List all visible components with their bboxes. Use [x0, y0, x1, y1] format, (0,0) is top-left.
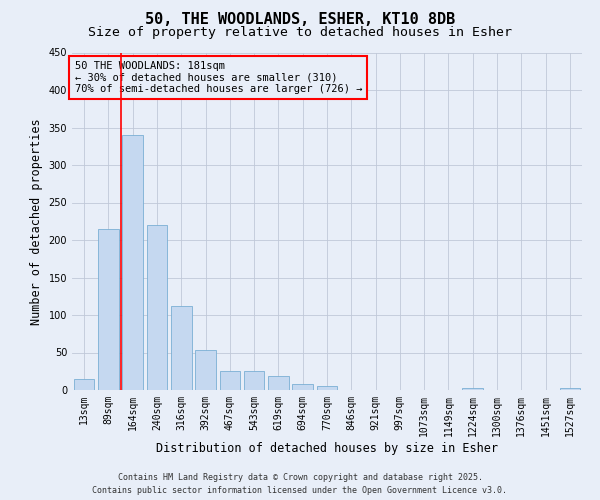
Bar [122, 135, 143, 390]
Bar [146, 225, 167, 390]
Bar [171, 306, 191, 390]
Bar [317, 386, 337, 390]
Bar [98, 229, 119, 390]
Text: 50, THE WOODLANDS, ESHER, KT10 8DB: 50, THE WOODLANDS, ESHER, KT10 8DB [145, 12, 455, 28]
Bar [74, 379, 94, 390]
Bar [195, 350, 216, 390]
Bar [244, 371, 265, 390]
Bar [268, 376, 289, 390]
Bar [220, 370, 240, 390]
Bar [292, 384, 313, 390]
Y-axis label: Number of detached properties: Number of detached properties [30, 118, 43, 324]
Text: Contains HM Land Registry data © Crown copyright and database right 2025.
Contai: Contains HM Land Registry data © Crown c… [92, 474, 508, 495]
Text: Size of property relative to detached houses in Esher: Size of property relative to detached ho… [88, 26, 512, 39]
Text: 50 THE WOODLANDS: 181sqm
← 30% of detached houses are smaller (310)
70% of semi-: 50 THE WOODLANDS: 181sqm ← 30% of detach… [74, 61, 362, 94]
Bar [463, 388, 483, 390]
Bar [560, 388, 580, 390]
X-axis label: Distribution of detached houses by size in Esher: Distribution of detached houses by size … [156, 442, 498, 454]
